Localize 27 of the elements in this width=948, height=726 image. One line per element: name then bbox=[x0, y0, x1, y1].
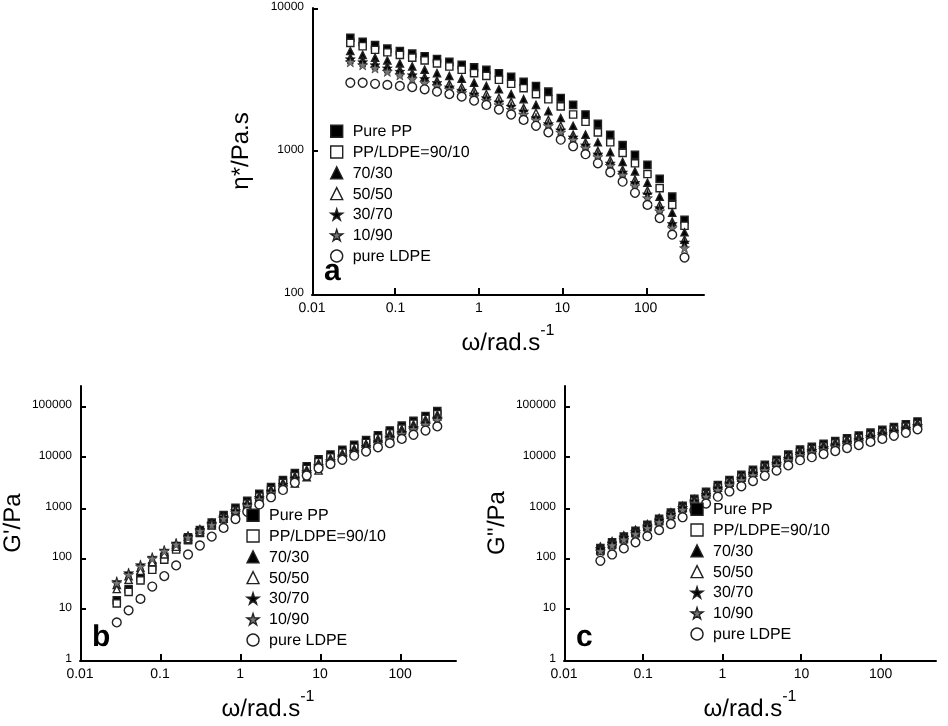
legend-label: 50/50 bbox=[269, 568, 311, 587]
legend-label: pure LDPE bbox=[713, 625, 792, 643]
legend-label: 10/90 bbox=[352, 226, 394, 245]
legend-label: 30/70 bbox=[352, 205, 394, 224]
legend-label: PP/LDPE=90/10 bbox=[713, 521, 832, 539]
legend-label: Pure PP bbox=[713, 500, 773, 519]
legend-label: 10/90 bbox=[269, 610, 311, 629]
legend-label: 30/70 bbox=[713, 583, 755, 602]
legend-label: pure LDPE bbox=[352, 247, 431, 265]
legend-label: 70/30 bbox=[713, 541, 755, 560]
legend-label: PP/LDPE=90/10 bbox=[269, 527, 388, 545]
y-axis-title: G'/Pa bbox=[0, 492, 26, 553]
legend-label: 50/50 bbox=[352, 184, 394, 203]
legend-label: PP/LDPE=90/10 bbox=[352, 143, 471, 161]
legend-label: 30/70 bbox=[269, 589, 311, 608]
legend-label: pure LDPE bbox=[269, 631, 348, 649]
y-axis-title: G''/Pa bbox=[482, 490, 510, 555]
legend-label: 50/50 bbox=[713, 562, 755, 581]
legend-label: 10/90 bbox=[713, 604, 755, 623]
annotation: b bbox=[92, 620, 111, 654]
annotation: a bbox=[324, 254, 342, 288]
legend-label: 70/30 bbox=[269, 547, 311, 566]
legend-label: Pure PP bbox=[352, 122, 413, 141]
y-axis-title: η*/Pa.s bbox=[226, 112, 254, 190]
legend-label: Pure PP bbox=[269, 506, 329, 525]
annotation: c bbox=[576, 620, 593, 654]
legend-label: 70/30 bbox=[352, 163, 394, 182]
